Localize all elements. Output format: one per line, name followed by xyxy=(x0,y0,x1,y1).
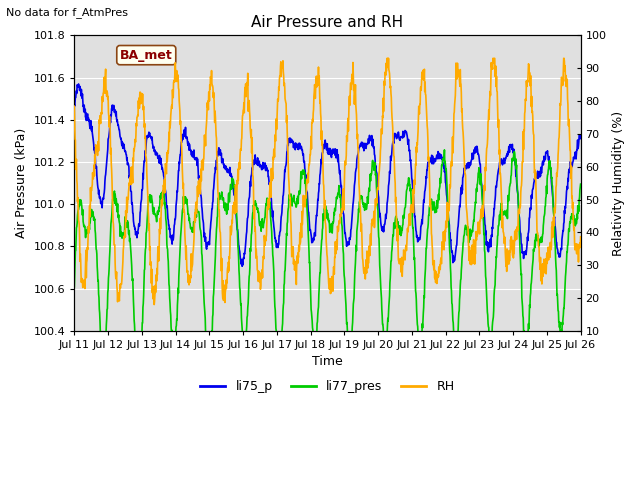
Y-axis label: Air Pressure (kPa): Air Pressure (kPa) xyxy=(15,128,28,238)
Legend: li75_p, li77_pres, RH: li75_p, li77_pres, RH xyxy=(195,375,460,398)
Text: No data for f_AtmPres: No data for f_AtmPres xyxy=(6,7,129,18)
Text: BA_met: BA_met xyxy=(120,48,173,61)
Y-axis label: Relativity Humidity (%): Relativity Humidity (%) xyxy=(612,110,625,256)
Title: Air Pressure and RH: Air Pressure and RH xyxy=(252,15,404,30)
X-axis label: Time: Time xyxy=(312,355,343,369)
